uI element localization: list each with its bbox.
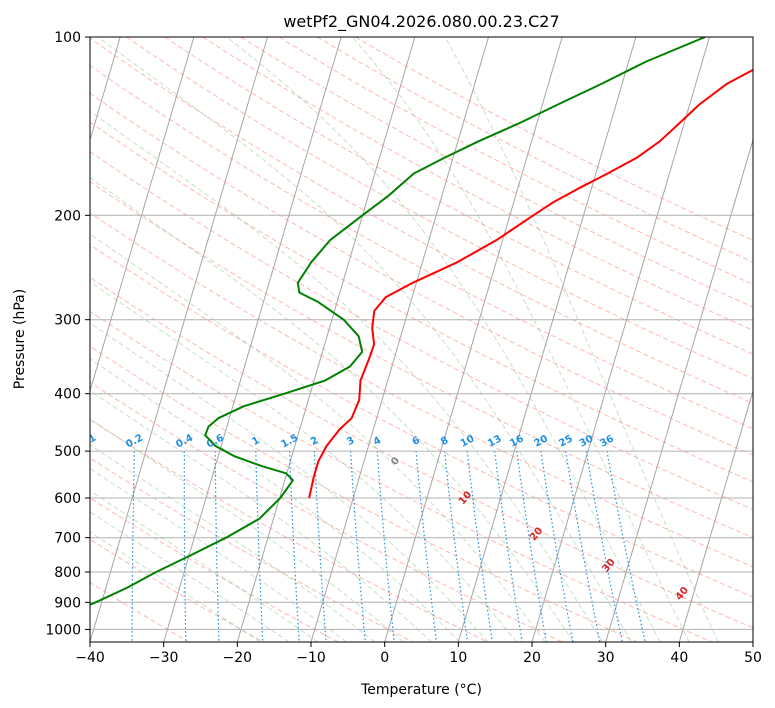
mixing-ratio-label: 6 (411, 435, 422, 448)
moist-adiabat-line (90, 177, 575, 642)
mixing-ratio-label: 1 (250, 435, 261, 448)
y-tick-label: 900 (54, 595, 81, 611)
y-tick-label: 400 (54, 387, 81, 403)
dry-adiabat-line (355, 37, 753, 241)
mixing-ratio-line (289, 451, 300, 642)
dry-adiabat-line (202, 37, 753, 331)
dry-adiabat-line (90, 150, 753, 511)
plot-frame (89, 36, 754, 643)
moist-adiabat-line (90, 444, 376, 642)
moist-adiabat-line (90, 322, 489, 642)
mixing-ratio-line (255, 451, 264, 642)
y-tick-label: 300 (54, 313, 81, 329)
mixing-ratio-line (494, 451, 523, 642)
dry-adiabat-line (90, 64, 753, 430)
dry-adiabat-line (90, 212, 753, 568)
x-tick-label: 40 (670, 650, 688, 666)
mixing-ratio-line (444, 451, 469, 642)
mixing-ratio-line (376, 451, 395, 642)
dry-adiabat-line (278, 37, 753, 285)
dry-adiabat-line (90, 538, 264, 642)
mixing-ratio-label: 2 (309, 435, 320, 448)
moist-adiabat-line (90, 233, 546, 642)
moist-adiabat-line (90, 281, 517, 642)
pressure-gridlines (90, 37, 753, 630)
mixing-ratio-line (415, 451, 437, 642)
x-tick-label: 30 (597, 650, 615, 666)
y-tick-label: 800 (54, 565, 81, 581)
mixing-ratio-line (131, 451, 135, 642)
dry-adiabat-line (164, 37, 753, 355)
isotherm-line (236, 37, 416, 642)
moist-adiabat-line (90, 467, 347, 642)
moist-adiabat-line (90, 511, 290, 642)
x-tick-label: 20 (523, 650, 541, 666)
moist-adiabat-line (444, 37, 719, 642)
mixing-ratio-line (183, 451, 187, 642)
x-tick-label: −40 (75, 650, 105, 666)
dry-adiabat-line (90, 276, 753, 629)
moist-adiabat-line (90, 490, 319, 642)
moist-adiabat-line (90, 110, 603, 642)
x-tick-label: −30 (149, 650, 179, 666)
temperature-profile-line (308, 68, 753, 499)
y-tick-label: 600 (54, 491, 81, 507)
isotherm-line (90, 37, 268, 642)
dry-adiabat-line (90, 457, 414, 642)
isotherm-line (90, 37, 195, 393)
dewpoint-profile-line (90, 37, 706, 606)
x-axis-ticks: −40 −30 −20 −10 0 10 20 30 40 50 (75, 642, 762, 666)
y-tick-label: 1000 (45, 622, 81, 638)
x-tick-label: 0 (380, 650, 389, 666)
moist-adiabat-line (351, 37, 690, 642)
y-axis-label: Pressure (hPa) (12, 289, 28, 389)
dry-adiabat-line (90, 497, 339, 642)
y-tick-label: 100 (54, 30, 81, 46)
y-tick-label: 700 (54, 531, 81, 547)
mixing-ratio-label: 4 (372, 435, 383, 448)
skewed-isotherms (90, 37, 753, 642)
mixing-ratio-line (214, 451, 220, 642)
x-tick-label: −10 (296, 650, 326, 666)
mixing-ratio-line (313, 451, 327, 642)
y-tick-label: 500 (54, 444, 81, 460)
dry-adiabat-line (90, 310, 712, 642)
isotherm-line (678, 389, 753, 642)
dry-adiabat-line (90, 244, 753, 598)
moist-adiabat-line (90, 418, 404, 642)
mixing-ratio-line (466, 451, 493, 642)
chart-title: wetPf2_GN04.2026.080.00.23.C27 (283, 12, 559, 32)
x-axis-label: Temperature (°C) (360, 682, 482, 698)
y-tick-label: 200 (54, 208, 81, 224)
x-tick-label: −20 (223, 650, 253, 666)
isotherm-line (531, 37, 710, 642)
y-axis-ticks: 100 200 300 400 500 600 700 800 900 1000 (45, 30, 90, 638)
mixing-ratio-line (606, 450, 646, 642)
dry-adiabat-line (126, 37, 753, 379)
x-tick-label: 50 (744, 650, 762, 666)
mixing-ratio-label: 3 (345, 435, 356, 448)
dry-adiabat-line (90, 121, 753, 483)
isotherm-line (605, 138, 753, 642)
x-tick-label: 10 (449, 650, 467, 666)
isotherm-line (90, 37, 121, 142)
isotherm-line (457, 37, 637, 642)
mixing-ratio-line (516, 451, 547, 642)
mixing-ratio-line (350, 451, 366, 642)
dry-adiabat-line (90, 37, 753, 404)
isotherm-line (384, 37, 563, 642)
isotherm-line (163, 37, 342, 642)
moist-adiabat-line (97, 37, 632, 642)
mixing-ratio-label: 0.1 (77, 433, 98, 451)
profiles (90, 37, 753, 606)
dry-adiabats (90, 37, 753, 642)
mixing-ratio-label: 8 (439, 435, 450, 448)
